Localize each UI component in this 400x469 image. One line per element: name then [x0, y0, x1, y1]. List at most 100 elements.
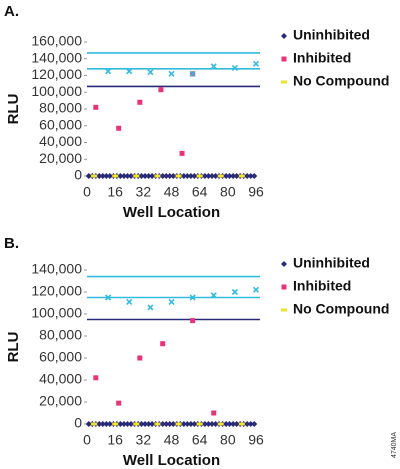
legend-marker: [281, 80, 287, 84]
x-tick-label: 16: [107, 184, 123, 200]
y-tick-label: 160,000: [31, 33, 82, 49]
point: [170, 173, 177, 179]
y-tick-label: 60,000: [39, 116, 82, 132]
point: [201, 421, 208, 427]
point: [175, 422, 182, 426]
point: [210, 63, 217, 70]
x-tick-label: 16: [107, 432, 123, 448]
point: [91, 422, 98, 426]
point: [106, 421, 113, 427]
legend-marker: [281, 33, 287, 39]
point: [112, 174, 119, 178]
point: [96, 173, 103, 179]
point: [91, 174, 98, 178]
x-tick-label: 0: [83, 432, 91, 448]
point: [252, 286, 260, 293]
point: [212, 173, 219, 179]
point: [191, 421, 198, 427]
x-axis-title: Well Location: [123, 452, 220, 469]
point: [247, 173, 254, 179]
point: [166, 421, 173, 427]
panel-title: B.: [4, 235, 19, 252]
point: [238, 174, 245, 178]
point: [99, 173, 106, 179]
point: [226, 173, 233, 179]
point: [147, 69, 154, 76]
point: [85, 173, 92, 179]
x-tick-label: 32: [136, 184, 152, 200]
point: [210, 292, 217, 299]
point: [133, 422, 140, 426]
point: [159, 421, 166, 427]
point: [124, 173, 131, 179]
y-tick-label: 0: [74, 415, 82, 431]
figure-id: 4740MA: [391, 432, 398, 458]
point: [233, 173, 240, 179]
point: [166, 173, 173, 179]
x-tick-label: 64: [192, 432, 208, 448]
point: [163, 421, 170, 427]
legend-marker: [281, 261, 287, 267]
legend-marker: [281, 284, 287, 290]
point: [189, 294, 196, 301]
point: [179, 150, 185, 156]
point: [217, 422, 224, 426]
point: [190, 318, 196, 324]
point: [93, 375, 99, 381]
point: [231, 288, 238, 296]
legend-marker: [281, 308, 287, 312]
point: [233, 421, 240, 427]
point: [142, 421, 149, 427]
point: [112, 422, 119, 426]
point: [126, 298, 133, 305]
point: [189, 70, 196, 77]
y-axis-title: RLU: [5, 332, 22, 363]
point: [149, 421, 156, 427]
point: [208, 173, 215, 179]
point: [120, 173, 127, 179]
point: [217, 174, 224, 178]
point: [163, 173, 170, 179]
point: [212, 421, 219, 427]
point: [251, 173, 258, 179]
x-tick-label: 0: [83, 184, 91, 200]
point: [230, 173, 237, 179]
y-tick-label: 100,000: [31, 305, 82, 321]
point: [99, 421, 106, 427]
point: [231, 64, 238, 72]
x-tick-label: 48: [164, 432, 180, 448]
x-tick-label: 80: [220, 184, 236, 200]
y-tick-label: 40,000: [39, 371, 82, 387]
point: [184, 173, 191, 179]
point: [244, 421, 251, 427]
point: [223, 173, 230, 179]
panel-title: A.: [4, 3, 19, 20]
x-tick-label: 48: [164, 184, 180, 200]
legend-label: Inhibited: [293, 50, 351, 66]
point: [137, 355, 143, 361]
point: [103, 173, 110, 179]
point: [251, 421, 258, 427]
point: [116, 125, 122, 131]
y-tick-label: 100,000: [31, 83, 82, 99]
point: [187, 421, 194, 427]
legend-label: Inhibited: [293, 278, 351, 294]
point: [117, 173, 124, 179]
x-tick-label: 64: [192, 184, 208, 200]
point: [124, 421, 131, 427]
point: [85, 421, 92, 427]
point: [211, 410, 217, 416]
point: [201, 173, 208, 179]
point: [116, 400, 122, 406]
point: [142, 173, 149, 179]
point: [196, 174, 203, 178]
point: [120, 421, 127, 427]
point: [145, 421, 152, 427]
y-tick-label: 120,000: [31, 283, 82, 299]
point: [137, 99, 143, 105]
x-tick-label: 32: [136, 432, 152, 448]
y-tick-label: 40,000: [39, 133, 82, 149]
point: [158, 87, 164, 93]
point: [133, 174, 140, 178]
